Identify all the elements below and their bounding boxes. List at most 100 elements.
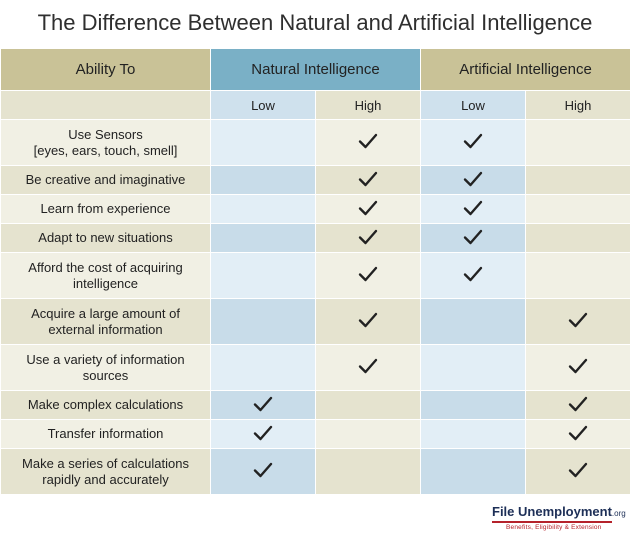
row-label-line: rapidly and accurately bbox=[42, 471, 169, 487]
cell-artificial-high bbox=[525, 390, 630, 420]
cell-natural-high bbox=[314, 390, 422, 420]
row-label-line: Afford the cost of acquiring bbox=[28, 259, 183, 275]
checkmark-icon bbox=[568, 425, 588, 441]
checkmark-icon bbox=[358, 171, 378, 187]
row-label: Afford the cost of acquiring intelligence bbox=[0, 252, 211, 299]
cell-artificial-high bbox=[525, 419, 630, 449]
subheader-natural-low: Low bbox=[210, 90, 316, 120]
table-row: Transfer information bbox=[0, 419, 630, 449]
cell-natural-high bbox=[314, 165, 422, 195]
row-label-text: Transfer information bbox=[47, 426, 164, 441]
cell-natural-low bbox=[210, 298, 316, 345]
comparison-table: Ability To Natural Intelligence Artifici… bbox=[0, 48, 630, 495]
checkmark-icon bbox=[568, 396, 588, 412]
checkmark-icon bbox=[358, 200, 378, 216]
logo-underline bbox=[492, 521, 612, 523]
checkmark-icon bbox=[358, 229, 378, 245]
cell-natural-low bbox=[210, 390, 316, 420]
header-artificial-intelligence: Artificial Intelligence bbox=[420, 48, 630, 91]
cell-natural-low bbox=[210, 119, 316, 166]
checkmark-icon bbox=[253, 425, 273, 441]
logo-name: File Unemployment bbox=[492, 504, 612, 519]
cell-natural-high bbox=[314, 419, 422, 449]
table-row: Make complex calculations bbox=[0, 390, 630, 420]
row-label-text: Be creative and imaginative bbox=[25, 172, 186, 187]
cell-artificial-low bbox=[420, 344, 527, 391]
checkmark-icon bbox=[463, 133, 483, 149]
checkmark-icon bbox=[568, 358, 588, 374]
page-title: The Difference Between Natural and Artif… bbox=[37, 10, 593, 35]
logo-suffix: .org bbox=[611, 509, 626, 518]
cell-natural-low bbox=[210, 419, 316, 449]
row-label: Adapt to new situations bbox=[0, 223, 211, 253]
row-label: Transfer information bbox=[0, 419, 211, 449]
cell-natural-high bbox=[314, 344, 422, 391]
checkmark-icon bbox=[253, 396, 273, 412]
checkmark-icon bbox=[358, 312, 378, 328]
cell-artificial-high bbox=[525, 194, 630, 224]
cell-natural-low bbox=[210, 252, 316, 299]
checkmark-icon bbox=[568, 462, 588, 478]
checkmark-icon bbox=[568, 312, 588, 328]
table-row: Adapt to new situations bbox=[0, 223, 630, 253]
cell-artificial-low bbox=[420, 390, 527, 420]
cell-natural-high bbox=[314, 119, 422, 166]
cell-natural-high bbox=[314, 298, 422, 345]
row-label-line: [eyes, ears, touch, smell] bbox=[33, 142, 178, 158]
cell-artificial-low bbox=[420, 448, 527, 495]
header-row: Ability To Natural Intelligence Artifici… bbox=[0, 48, 630, 91]
checkmark-icon bbox=[463, 266, 483, 282]
cell-artificial-high bbox=[525, 223, 630, 253]
cell-artificial-low bbox=[420, 298, 527, 345]
cell-artificial-high bbox=[525, 344, 630, 391]
cell-natural-low bbox=[210, 448, 316, 495]
row-label: Make complex calculations bbox=[0, 390, 211, 420]
row-label-line: external information bbox=[48, 321, 163, 337]
table-row: Make a series of calculations rapidly and… bbox=[0, 448, 630, 495]
row-label-text: Adapt to new situations bbox=[38, 230, 173, 245]
table-row: Use a variety of information sources bbox=[0, 344, 630, 391]
row-label-line: sources bbox=[82, 367, 129, 383]
table-row: Use Sensors [eyes, ears, touch, smell] bbox=[0, 119, 630, 166]
checkmark-icon bbox=[358, 358, 378, 374]
header-natural-intelligence: Natural Intelligence bbox=[209, 48, 422, 91]
cell-natural-high bbox=[314, 252, 422, 299]
cell-artificial-low bbox=[420, 419, 527, 449]
checkmark-icon bbox=[358, 133, 378, 149]
checkmark-icon bbox=[358, 266, 378, 282]
cell-artificial-high bbox=[525, 298, 630, 345]
cell-natural-high bbox=[314, 448, 422, 495]
row-label: Be creative and imaginative bbox=[0, 165, 211, 195]
cell-natural-high bbox=[314, 223, 422, 253]
cell-artificial-low bbox=[420, 119, 527, 166]
row-label: Learn from experience bbox=[0, 194, 211, 224]
row-label-text: Make complex calculations bbox=[27, 397, 184, 412]
cell-artificial-low bbox=[420, 194, 527, 224]
row-label-line: Acquire a large amount of bbox=[31, 305, 180, 321]
checkmark-icon bbox=[463, 229, 483, 245]
table-row: Acquire a large amount of external inform… bbox=[0, 298, 630, 345]
cell-artificial-high bbox=[525, 165, 630, 195]
logo-wordmark: File Unemployment.org bbox=[492, 504, 626, 519]
row-label-line: Use Sensors bbox=[68, 126, 143, 142]
row-label-line: Use a variety of information bbox=[26, 351, 185, 367]
cell-natural-high bbox=[314, 194, 422, 224]
checkmark-icon bbox=[463, 171, 483, 187]
row-label-line: Make a series of calculations bbox=[22, 455, 189, 471]
row-label: Make a series of calculations rapidly and… bbox=[0, 448, 211, 495]
cell-artificial-low bbox=[420, 223, 527, 253]
header-ability: Ability To bbox=[0, 48, 211, 91]
cell-natural-low bbox=[210, 223, 316, 253]
cell-natural-low bbox=[210, 344, 316, 391]
subheader-artificial-low: Low bbox=[420, 90, 527, 120]
subheader-blank bbox=[0, 90, 211, 120]
subheader-row: Low High Low High bbox=[0, 90, 630, 120]
checkmark-icon bbox=[463, 200, 483, 216]
cell-artificial-high bbox=[525, 119, 630, 166]
subheader-artificial-high: High bbox=[525, 90, 630, 120]
file-unemployment-logo[interactable]: File Unemployment.org Benefits, Eligibil… bbox=[492, 504, 626, 532]
row-label-line: intelligence bbox=[72, 275, 139, 291]
table-row: Learn from experience bbox=[0, 194, 630, 224]
cell-artificial-low bbox=[420, 252, 527, 299]
cell-artificial-high bbox=[525, 448, 630, 495]
